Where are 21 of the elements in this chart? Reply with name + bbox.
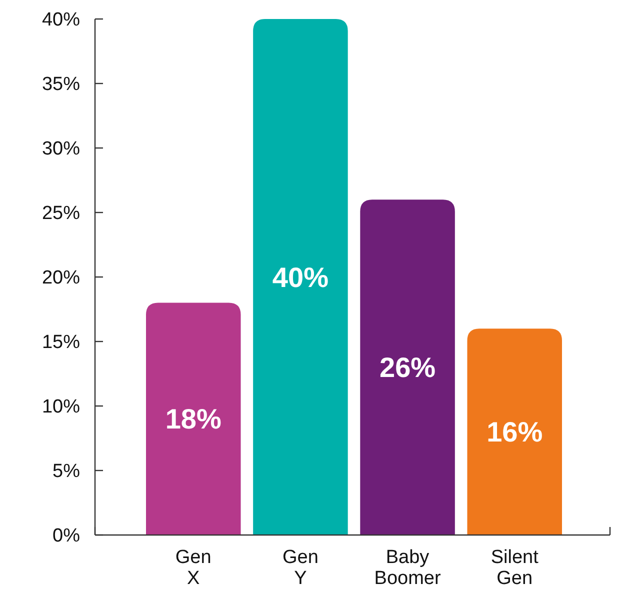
data-label: 26% [380, 352, 436, 384]
y-tick-label: 5% [52, 461, 80, 482]
bar [253, 19, 348, 535]
bar [146, 302, 241, 535]
data-label: 18% [165, 404, 222, 435]
y-tick-label: 10% [42, 396, 80, 418]
bar [360, 200, 455, 535]
y-tick-label: 25% [42, 203, 80, 224]
y-tick-label: 40% [42, 10, 80, 31]
bar [467, 328, 562, 535]
y-tick-label: 35% [42, 74, 80, 96]
x-tick-label: Silent Gen [490, 547, 540, 589]
x-tick-label: Baby Boomer [374, 547, 442, 589]
y-tick-label: 30% [42, 138, 80, 160]
y-tick-label: 0% [52, 526, 80, 547]
y-tick-label: 20% [42, 268, 80, 289]
x-tick-label: Gen Y [282, 547, 318, 589]
data-label: 16% [486, 416, 543, 448]
data-label: 40% [272, 262, 329, 293]
y-tick-label: 15% [42, 332, 80, 354]
x-tick-label: Gen X [175, 547, 212, 589]
